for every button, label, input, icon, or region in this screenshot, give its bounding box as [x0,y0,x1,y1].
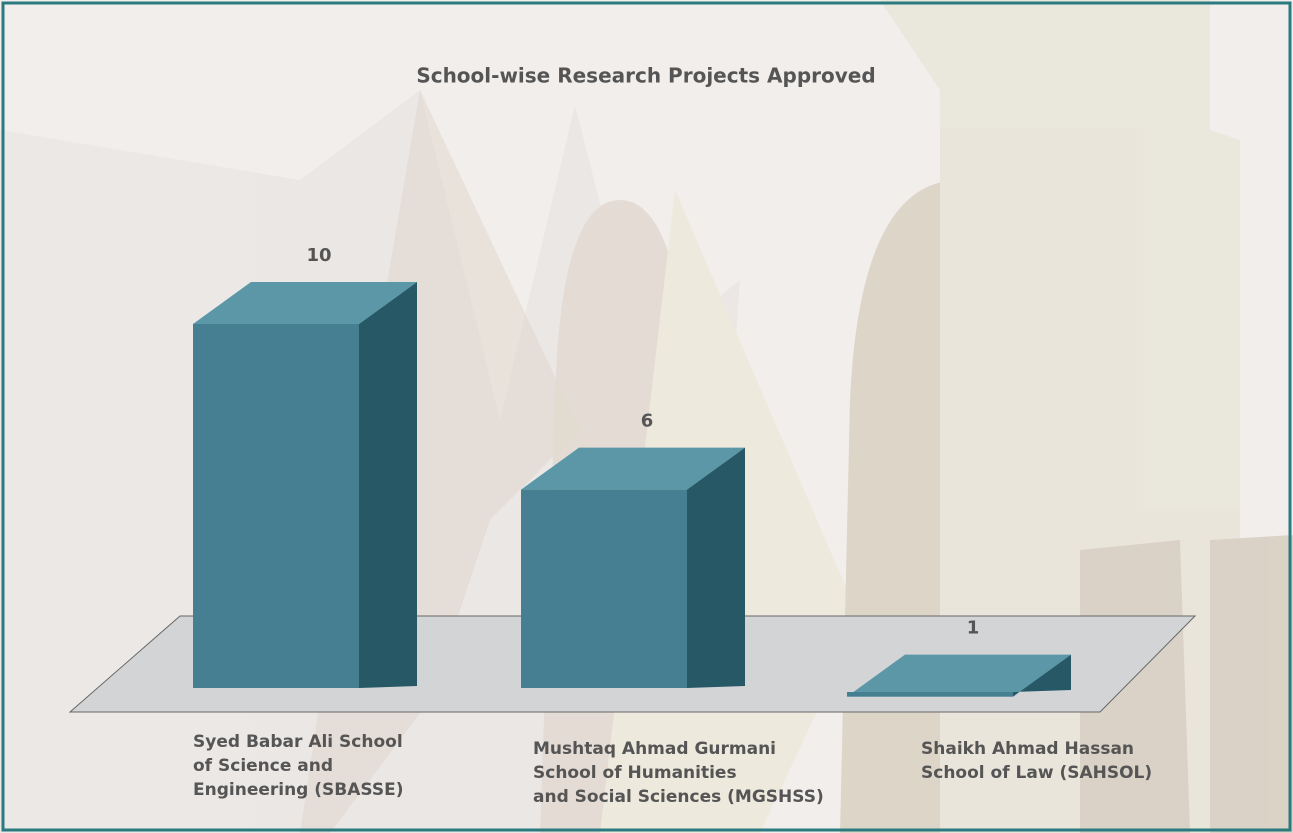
value-label: 6 [641,411,654,432]
bar-front [521,489,687,688]
value-label: 10 [306,245,331,266]
bar-top [847,654,1071,697]
bar-top [521,447,745,490]
category-label: Shaikh Ahmad Hassan School of Law (SAHSO… [921,739,1153,783]
chart-title: School-wise Research Projects Approved [416,64,875,88]
bar-side [687,447,745,688]
bar-front [193,324,359,688]
bar-side [1013,654,1071,697]
bar [521,447,745,688]
bar [193,282,417,688]
bar-top [193,282,417,324]
bar-front [847,692,1013,697]
bar [847,654,1071,697]
category-label: Syed Babar Ali School of Science and Eng… [193,732,404,800]
value-label: 1 [967,618,980,639]
category-label: Mushtaq Ahmad Gurmani School of Humaniti… [533,739,824,807]
bar-side [359,282,417,688]
